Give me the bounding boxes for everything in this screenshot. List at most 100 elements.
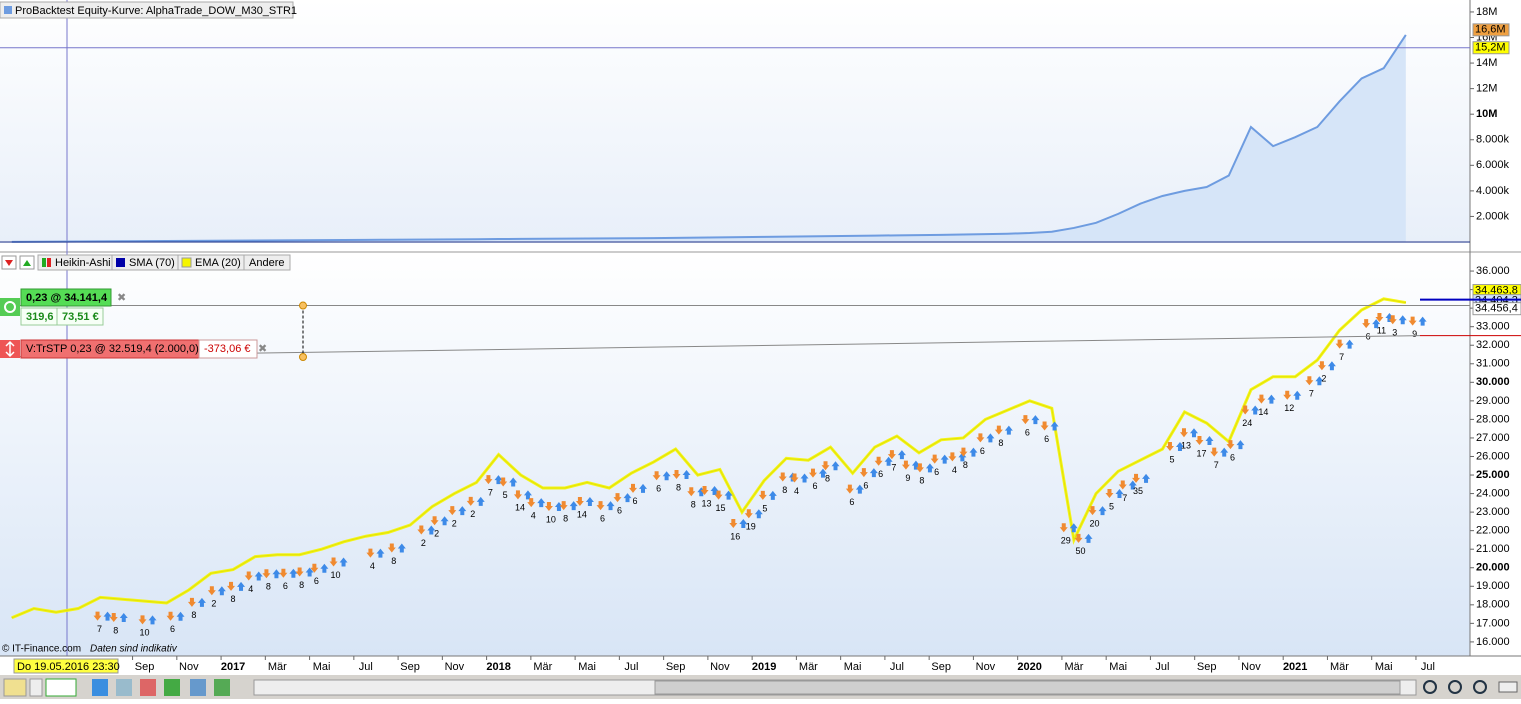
sell-arrow xyxy=(1335,339,1344,349)
trade-label: 7 xyxy=(1309,389,1314,399)
x-tick-label: Mär xyxy=(533,661,552,673)
legend-item[interactable] xyxy=(243,254,291,271)
sell-arrow xyxy=(1210,447,1219,457)
x-tick-label: Mai xyxy=(1109,661,1127,673)
equity-title: ProBacktest Equity-Kurve: AlphaTrade_DOW… xyxy=(15,5,297,17)
buy-arrow xyxy=(1293,390,1302,400)
sell-arrow xyxy=(329,557,338,567)
sell-arrow xyxy=(1195,435,1204,445)
trade-label: 14 xyxy=(515,503,525,513)
x-tick-label: Mär xyxy=(799,661,818,673)
trade-label: 5 xyxy=(503,490,508,500)
zoom-out[interactable] xyxy=(1448,680,1462,694)
tool-button[interactable] xyxy=(3,678,27,697)
buy-arrow xyxy=(1267,394,1276,404)
handle xyxy=(299,353,307,361)
tool-button[interactable] xyxy=(92,679,108,696)
title-icon xyxy=(4,6,12,14)
buy-arrow xyxy=(724,490,733,500)
trade-label: 16 xyxy=(730,531,740,541)
y-tick-label: 6.000k xyxy=(1476,159,1510,171)
close-icon[interactable]: ✖ xyxy=(117,292,126,304)
y-tick-label: 8.000k xyxy=(1476,134,1510,146)
buy-arrow xyxy=(884,456,893,466)
trade-label: 2 xyxy=(421,538,426,548)
buy-arrow xyxy=(376,548,385,558)
tool-button[interactable] xyxy=(116,679,132,696)
tool-button[interactable] xyxy=(1498,681,1518,693)
buy-arrow xyxy=(754,509,763,519)
sell-arrow xyxy=(430,516,439,526)
sell-arrow xyxy=(187,597,196,607)
sell-arrow xyxy=(93,611,102,621)
zoom-in[interactable] xyxy=(1473,680,1487,694)
trade-label: 14 xyxy=(1258,407,1268,417)
sell-arrow xyxy=(417,525,426,535)
trade-label: 8 xyxy=(676,482,681,492)
y-tick-label: 30.000 xyxy=(1476,376,1510,388)
legend-label: EMA (20) xyxy=(195,257,241,269)
position-box[interactable] xyxy=(20,288,112,307)
sell-arrow xyxy=(295,567,304,577)
sell-arrow xyxy=(744,509,753,519)
buy-arrow xyxy=(320,563,329,573)
toolbar-icons xyxy=(3,678,1518,697)
buy-arrow xyxy=(1345,339,1354,349)
sell-arrow xyxy=(466,496,475,506)
tool-button[interactable] xyxy=(190,679,206,696)
price-panel xyxy=(0,254,1470,656)
sell-arrow xyxy=(808,468,817,478)
trade-label: 4 xyxy=(370,561,375,571)
x-tick-label: Mär xyxy=(268,661,287,673)
sell-arrow xyxy=(544,502,553,512)
trade-label: 6 xyxy=(1025,427,1030,437)
icon xyxy=(47,258,51,267)
buy-arrow xyxy=(1115,489,1124,499)
scroll-thumb[interactable] xyxy=(654,680,1401,695)
buy-arrow xyxy=(1175,442,1184,452)
x-tick-label: Nov xyxy=(1241,661,1261,673)
x-tick-label: Sep xyxy=(1197,661,1217,673)
gear-icon[interactable] xyxy=(0,298,20,316)
buy-arrow xyxy=(458,506,467,516)
buy-arrow xyxy=(523,490,532,500)
buy-arrow xyxy=(585,496,594,506)
tool-button[interactable] xyxy=(214,679,230,696)
x-tick-label: Mai xyxy=(313,661,331,673)
y-tick-label: 21.000 xyxy=(1476,543,1510,555)
x-tick-label: Mai xyxy=(1375,661,1393,673)
trade-label: 10 xyxy=(546,514,556,524)
buy-arrow xyxy=(1031,415,1040,425)
trade-label: 6 xyxy=(314,576,319,586)
sell-arrow xyxy=(652,471,661,481)
y-tick-label: 22.000 xyxy=(1476,525,1510,537)
sell-arrow xyxy=(1241,405,1250,415)
buy-arrow xyxy=(831,461,840,471)
sell-arrow xyxy=(1408,316,1417,326)
x-tick-label: Sep xyxy=(400,661,420,673)
profit-box xyxy=(56,307,104,326)
sell-arrow xyxy=(1305,376,1314,386)
tool-button[interactable] xyxy=(140,679,156,696)
tool-button[interactable] xyxy=(45,678,77,697)
sell-arrow xyxy=(1388,315,1397,325)
x-tick-label: 2020 xyxy=(1017,661,1041,673)
trade-label: 29 xyxy=(1061,536,1071,546)
sell-arrow xyxy=(279,568,288,578)
trade-label: 13 xyxy=(702,498,712,508)
price-label: 34.463,8 xyxy=(1475,284,1518,296)
marker-label: 15,2M xyxy=(1475,42,1506,54)
buy-arrow xyxy=(1236,440,1245,450)
ema-line xyxy=(11,297,1407,620)
trade-label: 6 xyxy=(934,467,939,477)
tool-button[interactable] xyxy=(164,679,180,696)
close-icon[interactable]: ✖ xyxy=(258,343,267,355)
sell-arrow xyxy=(1040,421,1049,431)
trade-label: 8 xyxy=(919,476,924,486)
tool-button[interactable] xyxy=(29,678,43,697)
sell-arrow xyxy=(109,612,118,622)
trade-label: 15 xyxy=(716,503,726,513)
trade-label: 5 xyxy=(762,503,767,513)
zoom-icon[interactable] xyxy=(1423,680,1437,694)
